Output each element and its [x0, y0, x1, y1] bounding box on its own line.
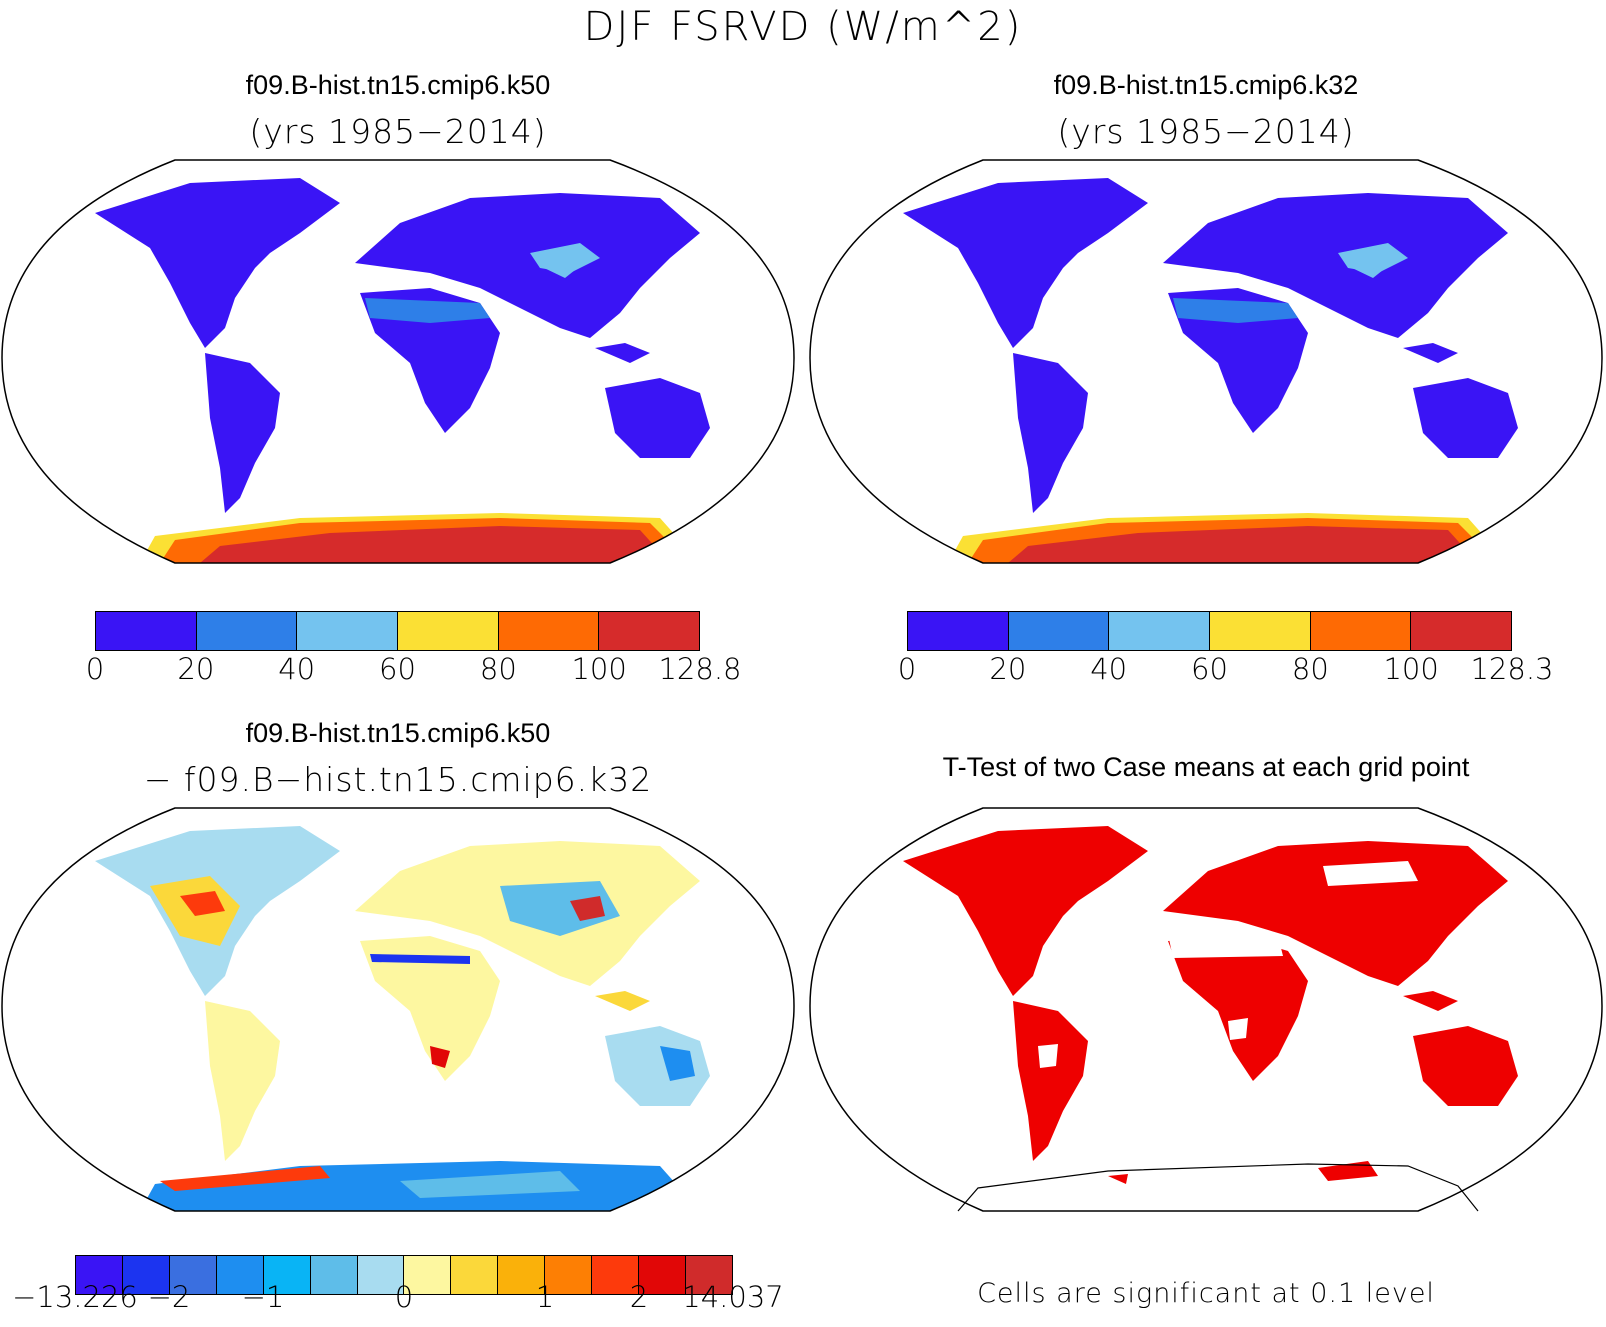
map-top-left-land — [95, 178, 710, 563]
colorbar-bottom-left-swatch — [216, 1256, 264, 1294]
colorbar-top-right-swatch — [1411, 612, 1512, 650]
colorbar-top-left-swatch — [398, 612, 499, 650]
map-bottom-left-land — [95, 826, 710, 1211]
colorbar-bottom-left-swatch — [685, 1256, 732, 1294]
colorbar-top-left-tick-label: 100 — [571, 652, 627, 686]
colorbar-bottom-left-swatch — [122, 1256, 170, 1294]
colorbar-top-left-swatch — [196, 612, 298, 650]
colorbar-bottom-left-swatch — [310, 1256, 358, 1294]
colorbar-top-right-swatch — [908, 612, 1009, 650]
colorbar-bottom-left-swatch — [169, 1256, 217, 1294]
colorbar-top-left-tick-label: 80 — [479, 652, 517, 686]
map-bottom-right-svg — [809, 807, 1603, 1212]
map-bottom-left — [0, 806, 796, 1216]
colorbar-bottom-left-swatch — [451, 1256, 499, 1294]
colorbar-top-left-tick-label: 60 — [379, 652, 416, 686]
map-top-left — [0, 158, 796, 568]
colorbar-bottom-left-tick-label: 14.037 — [682, 1280, 784, 1314]
colorbar-top-left-tick-label: 40 — [278, 652, 316, 686]
panel-top-right-years: (yrs 1985−2014) — [1057, 112, 1355, 151]
colorbar-bottom-left-swatch — [404, 1256, 452, 1294]
colorbar-top-right-swatch — [1310, 612, 1412, 650]
panel-bottom-left-case: f09.B-hist.tn15.cmip6.k50 — [245, 718, 551, 748]
colorbar-top-left-swatch — [599, 612, 700, 650]
colorbar-top-left — [95, 611, 700, 651]
colorbar-bottom-left-tick-label: 1 — [535, 1280, 555, 1314]
colorbar-top-right-tick-label: 80 — [1291, 652, 1329, 686]
map-bottom-left-svg — [1, 807, 795, 1212]
colorbar-top-right-swatch — [1210, 612, 1311, 650]
colorbar-top-right — [907, 611, 1512, 651]
panel-bottom-right-title: T-Test of two Case means at each grid po… — [942, 752, 1470, 782]
map-bottom-right — [808, 806, 1604, 1216]
colorbar-bottom-left — [75, 1255, 733, 1295]
panel-top-left-years: (yrs 1985−2014) — [249, 112, 547, 151]
colorbar-bottom-left-tick-label: 0 — [394, 1280, 414, 1314]
colorbar-top-right-tick-label: 128.3 — [1470, 652, 1554, 686]
map-top-left-svg — [1, 159, 795, 564]
colorbar-bottom-left-swatch — [263, 1256, 311, 1294]
panel-bottom-left-minus-case: − f09.B−hist.tn15.cmip6.k32 — [143, 760, 653, 799]
colorbar-top-right-swatch — [1008, 612, 1110, 650]
colorbar-bottom-left-swatch — [592, 1256, 640, 1294]
significance-note: Cells are significant at 0.1 level — [977, 1278, 1435, 1309]
colorbar-top-left-tick-label: 128.8 — [658, 652, 742, 686]
colorbar-top-left-swatch — [297, 612, 399, 650]
colorbar-top-right-tick-label: 60 — [1191, 652, 1228, 686]
colorbar-top-left-tick-label: 20 — [177, 652, 215, 686]
colorbar-top-left-tick-label: 0 — [85, 652, 105, 686]
panel-top-right-case: f09.B-hist.tn15.cmip6.k32 — [1053, 70, 1359, 100]
map-top-right-land — [903, 178, 1518, 563]
colorbar-top-left-swatch — [96, 612, 197, 650]
colorbar-bottom-left-tick-label: −13.226 — [12, 1280, 138, 1314]
panel-top-left-case: f09.B-hist.tn15.cmip6.k50 — [245, 70, 551, 100]
colorbar-top-right-swatch — [1109, 612, 1211, 650]
figure-title: DJF FSRVD (W/m^2) — [583, 4, 1023, 50]
colorbar-top-right-tick-label: 100 — [1383, 652, 1439, 686]
colorbar-top-right-tick-label: 20 — [989, 652, 1027, 686]
colorbar-top-left-swatch — [498, 612, 600, 650]
colorbar-bottom-left-tick-label: 2 — [629, 1280, 649, 1314]
colorbar-bottom-left-tick-label: −1 — [241, 1280, 285, 1314]
colorbar-bottom-left-swatch — [545, 1256, 593, 1294]
colorbar-top-right-ticks: 0 20 40 60 80 100 128.3 — [898, 652, 1554, 692]
map-top-right-svg — [809, 159, 1603, 564]
colorbar-bottom-left-swatch — [357, 1256, 405, 1294]
colorbar-top-right-tick-label: 0 — [897, 652, 917, 686]
colorbar-bottom-left-swatch — [498, 1256, 546, 1294]
colorbar-bottom-left-ticks: −13.226 −2 −1 0 1 2 14.037 — [12, 1280, 784, 1324]
colorbar-bottom-left-tick-label: −2 — [147, 1280, 191, 1314]
colorbar-bottom-left-swatch — [639, 1256, 686, 1294]
map-top-right — [808, 158, 1604, 568]
colorbar-top-left-ticks: 0 20 40 60 80 100 128.8 — [86, 652, 742, 692]
colorbar-top-right-tick-label: 40 — [1090, 652, 1128, 686]
map-bottom-right-significance — [903, 826, 1518, 1184]
colorbar-bottom-left-swatch — [76, 1256, 123, 1294]
